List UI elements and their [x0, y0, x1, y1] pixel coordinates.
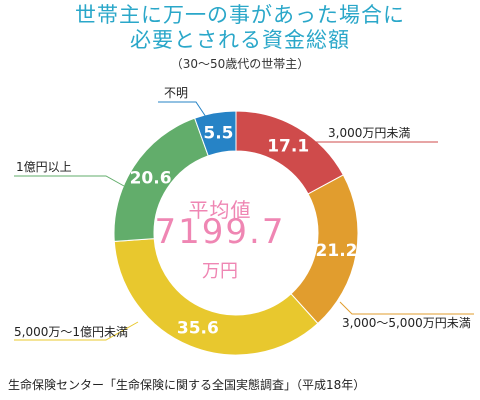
slice-category-label-4: 1億円以上	[16, 160, 72, 174]
donut-slice-3	[113, 238, 319, 356]
leader-line-2	[339, 301, 474, 315]
slice-category-label-1: 3,000万円未満	[328, 126, 410, 140]
slice-value-label-1: 17.1	[267, 136, 309, 156]
leader-line-4	[14, 175, 125, 187]
slice-value-label-3: 35.6	[177, 319, 219, 339]
slice-category-label-5: 不明	[164, 86, 188, 100]
center-caption: 平均値	[188, 198, 252, 222]
slice-category-label-3: 5,000万～1億円未満	[14, 325, 128, 339]
center-unit: 万円	[202, 261, 238, 282]
source-note: 生命保険センター「生命保険に関する全国実態調査」（平成18年）	[8, 378, 366, 392]
leader-line-3	[14, 321, 139, 341]
chart-subtitle: （30～50歳代の世帯主）	[170, 57, 310, 71]
slice-category-label-2: 3,000～5,000万円未満	[342, 316, 471, 330]
leader-line-5	[158, 101, 209, 121]
slice-value-label-5: 5.5	[203, 124, 233, 144]
slice-value-label-2: 21.2	[316, 241, 358, 261]
chart-title-line-1: 世帯主に万一の事があった場合に	[75, 3, 405, 27]
slice-value-label-4: 20.6	[130, 168, 172, 188]
center-value: 7199.7	[154, 212, 286, 252]
donut-slice-5	[194, 110, 237, 157]
chart-title-line-2: 必要とされる資金総額	[130, 28, 350, 52]
